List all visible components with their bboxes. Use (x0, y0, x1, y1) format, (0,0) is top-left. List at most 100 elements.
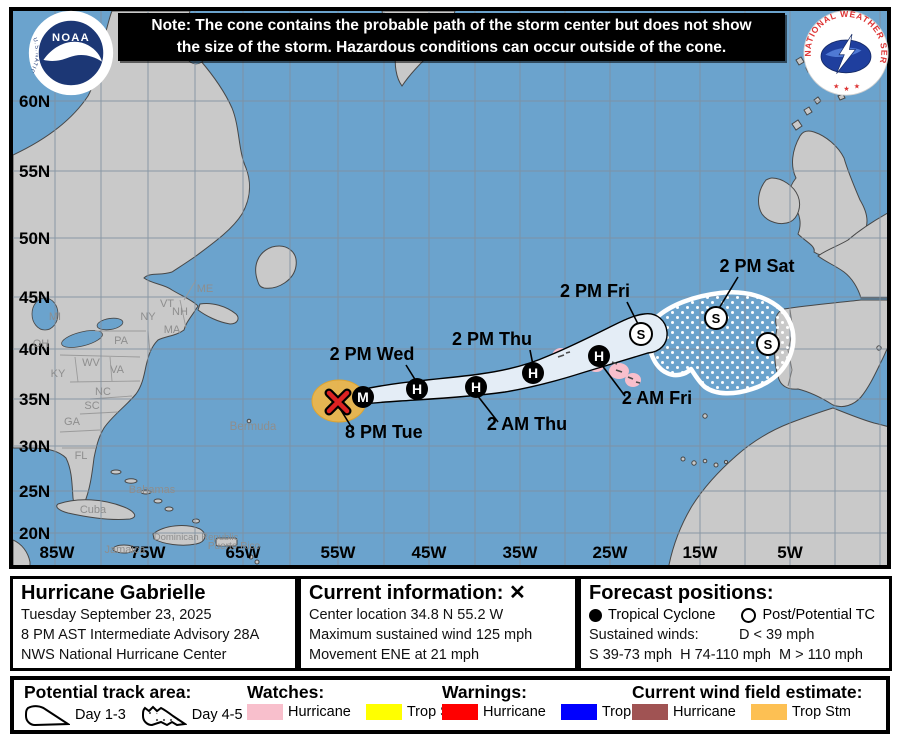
svg-text:55N: 55N (19, 162, 50, 181)
note-line1: Note: The cone contains the probable pat… (151, 17, 752, 34)
svg-text:★: ★ (854, 82, 860, 90)
svg-text:5W: 5W (777, 543, 803, 562)
noaa-logo: NATIONAL OCEANIC AND ATMOSPHERIC ADMINIS… (28, 10, 114, 96)
bahamas-island (110, 469, 122, 475)
state-label: WV (82, 357, 100, 369)
time-labels: 8 PM Tue 2 PM Wed 2 AM Thu 2 PM Thu 2 AM… (330, 256, 795, 442)
current-position-x (324, 388, 352, 416)
canary-island (691, 460, 697, 466)
time-label: 2 PM Sat (719, 256, 794, 276)
antilles-island (248, 554, 254, 560)
time-label: 2 AM Thu (487, 414, 567, 434)
windfield-tropstm-swatch (750, 704, 787, 720)
watch-hurricane-swatch (247, 704, 283, 720)
svg-text:20N: 20N (19, 524, 50, 543)
watch-tropstm-swatch (365, 704, 402, 720)
noaa-gull-icon (43, 41, 102, 62)
time-label: 2 PM Wed (330, 344, 415, 364)
svg-text:H: H (412, 381, 422, 397)
svg-text:H: H (594, 348, 604, 364)
canary-island (723, 459, 729, 465)
puerto-rico (215, 537, 238, 547)
marker-s: S (629, 322, 653, 346)
svg-text:85W: 85W (40, 543, 76, 562)
newfoundland (255, 245, 297, 289)
svg-text:★: ★ (843, 85, 849, 93)
marker-s: S (704, 306, 728, 330)
wind-cat-m: M > 110 mph (778, 647, 863, 663)
cone-day13-icon (24, 705, 70, 726)
bahamas-island (164, 506, 174, 512)
watches-title: Watches: (247, 682, 325, 702)
svg-text:45W: 45W (412, 543, 448, 562)
legend-watches: Watches: Hurricane Trop Stm (247, 682, 466, 720)
warning-hurricane-label: Hurricane (483, 704, 546, 720)
nws-logo: NATIONAL WEATHER SERVICE ★ ★ ★ (803, 10, 889, 96)
state-label: GA (64, 416, 81, 428)
svg-text:35W: 35W (503, 543, 539, 562)
tropical-cyclone-icon (589, 608, 602, 622)
forecast-positions-title: Forecast positions: (589, 582, 774, 604)
bermuda-island (246, 418, 252, 424)
legend-warnings: Warnings: Hurricane Trop Stm (442, 682, 661, 720)
bahamas-island (124, 478, 138, 484)
storm-title: Hurricane Gabrielle (21, 582, 206, 604)
hispaniola (152, 525, 206, 546)
nova-scotia (197, 303, 239, 325)
forecast-markers: M H H H H S S S (352, 306, 780, 408)
time-label: 2 AM Fri (622, 388, 692, 408)
current-info-title: Current information: ✕ (309, 582, 526, 604)
wind-cat-d: D < 39 mph (739, 627, 815, 643)
ireland (758, 177, 801, 225)
svg-text:40N: 40N (19, 340, 50, 359)
svg-text:50N: 50N (19, 229, 50, 248)
svg-text:H: H (528, 365, 538, 381)
sustained-winds-label: Sustained winds: (589, 627, 699, 643)
wind-cat-s: S 39-73 mph (589, 647, 673, 663)
antilles-island (254, 559, 260, 565)
land-masses (13, 11, 887, 565)
warnings-title: Warnings: (442, 682, 527, 702)
svg-text:S: S (637, 327, 646, 342)
svg-text:65W: 65W (226, 543, 262, 562)
current-position-symbol: ✕ (509, 582, 526, 604)
jamaica (112, 544, 136, 554)
svg-text:M: M (357, 389, 369, 405)
svg-text:★: ★ (833, 82, 839, 90)
balearic-island (876, 345, 882, 351)
grid (13, 11, 887, 565)
svg-text:25W: 25W (593, 543, 629, 562)
state-label: VT (160, 298, 174, 310)
svg-text:S: S (712, 311, 721, 326)
marker-s: S (756, 332, 780, 356)
state-label: NC (95, 386, 111, 398)
place-label: Cuba (80, 504, 107, 516)
time-label: 8 PM Tue (345, 422, 423, 442)
state-labels: ME NY VT NH MA MI OH PA WV VA KY NC SC G… (33, 283, 214, 462)
storm-info-panel: Hurricane Gabrielle Tuesday September 23… (10, 576, 298, 671)
marker-h: H (465, 376, 487, 398)
cone-note-banner: Note: The cone contains the probable pat… (118, 13, 785, 61)
canary-island (713, 462, 719, 468)
svg-text:55W: 55W (321, 543, 357, 562)
state-label: VA (110, 364, 125, 376)
bahamas-island (153, 498, 163, 504)
yucatan-corner (13, 539, 31, 565)
lat-labels: 60N 55N 50N 45N 40N 35N 30N 25N 20N (19, 92, 50, 543)
noaa-wordmark: NOAA (52, 32, 90, 44)
current-info-panel: Current information: ✕ Center location 3… (298, 576, 578, 671)
day45-label: Day 4-5 (191, 707, 243, 723)
time-label: 2 PM Thu (452, 329, 532, 349)
windfield-hurricane-label: Hurricane (673, 704, 736, 720)
lon-labels: 85W 75W 65W 55W 45W 35W 25W 15W 5W (40, 543, 804, 562)
place-label: Bahamas (129, 484, 176, 496)
windfield-title: Current wind field estimate: (632, 682, 863, 702)
cone-day45 (645, 290, 796, 396)
svg-text:H: H (471, 379, 481, 395)
warning-tropstm-swatch (560, 704, 597, 720)
svg-text:45N: 45N (19, 288, 50, 307)
post-potential-tc-icon (741, 607, 757, 623)
state-label: NH (172, 306, 188, 318)
legend-track-area: Potential track area: Day 1-3 Day 4-5 (24, 682, 243, 726)
